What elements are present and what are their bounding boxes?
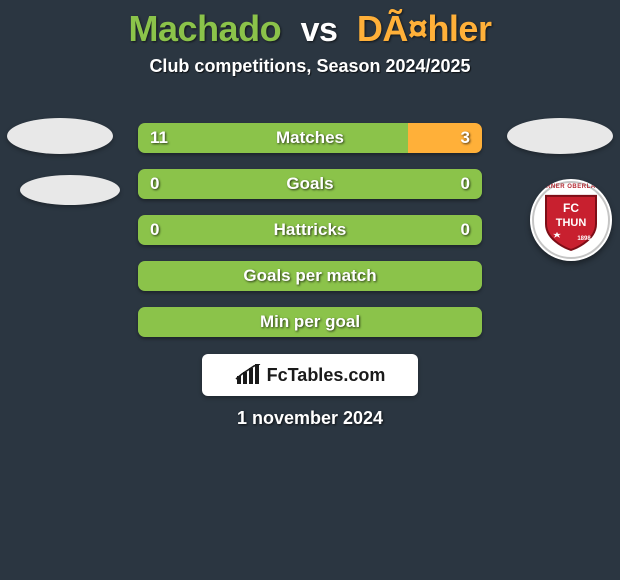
- player2-avatar-placeholder: [507, 118, 613, 154]
- bar-segment-left: [138, 261, 482, 291]
- stat-value-right: 3: [461, 123, 470, 153]
- svg-text:1898: 1898: [577, 236, 591, 242]
- player1-avatar-placeholder-2: [20, 175, 120, 205]
- svg-text:THUN: THUN: [556, 217, 587, 229]
- player1-name: Machado: [129, 8, 282, 49]
- branding-badge: FcTables.com: [202, 354, 418, 396]
- stat-row-goals-per-match: Goals per match: [138, 261, 482, 291]
- stat-row-hattricks: 00Hattricks: [138, 215, 482, 245]
- stat-value-left: 11: [150, 123, 168, 153]
- branding-text: FcTables.com: [267, 365, 386, 386]
- player1-avatar-placeholder-1: [7, 118, 113, 154]
- stat-row-matches: 113Matches: [138, 123, 482, 153]
- subtitle: Club competitions, Season 2024/2025: [0, 56, 620, 77]
- svg-text:FC: FC: [563, 201, 579, 215]
- shield-icon: FC THUN 1898: [544, 194, 598, 252]
- page-title: Machado vs DÃ¤hler: [0, 0, 620, 50]
- stat-value-left: 0: [150, 215, 159, 245]
- logo-top-text: BERNER OBERLAND: [530, 184, 612, 190]
- comparison-widget: Machado vs DÃ¤hler Club competitions, Se…: [0, 0, 620, 580]
- bar-segment-left: [138, 123, 408, 153]
- bar-segment-left: [138, 169, 482, 199]
- bars-icon: [235, 364, 261, 386]
- stats-bars: 113Matches00Goals00HattricksGoals per ma…: [138, 123, 482, 353]
- stat-value-right: 0: [461, 215, 470, 245]
- club-logo-fc-thun: BERNER OBERLAND FC THUN 1898: [530, 179, 612, 261]
- bar-segment-left: [138, 215, 482, 245]
- logo-ring: [532, 181, 610, 259]
- stat-value-left: 0: [150, 169, 159, 199]
- stat-value-right: 0: [461, 169, 470, 199]
- bar-segment-right: [408, 123, 482, 153]
- footer-date: 1 november 2024: [0, 408, 620, 429]
- player2-name: DÃ¤hler: [357, 8, 492, 49]
- vs-text: vs: [291, 11, 348, 49]
- bar-segment-left: [138, 307, 482, 337]
- stat-row-goals: 00Goals: [138, 169, 482, 199]
- stat-row-min-per-goal: Min per goal: [138, 307, 482, 337]
